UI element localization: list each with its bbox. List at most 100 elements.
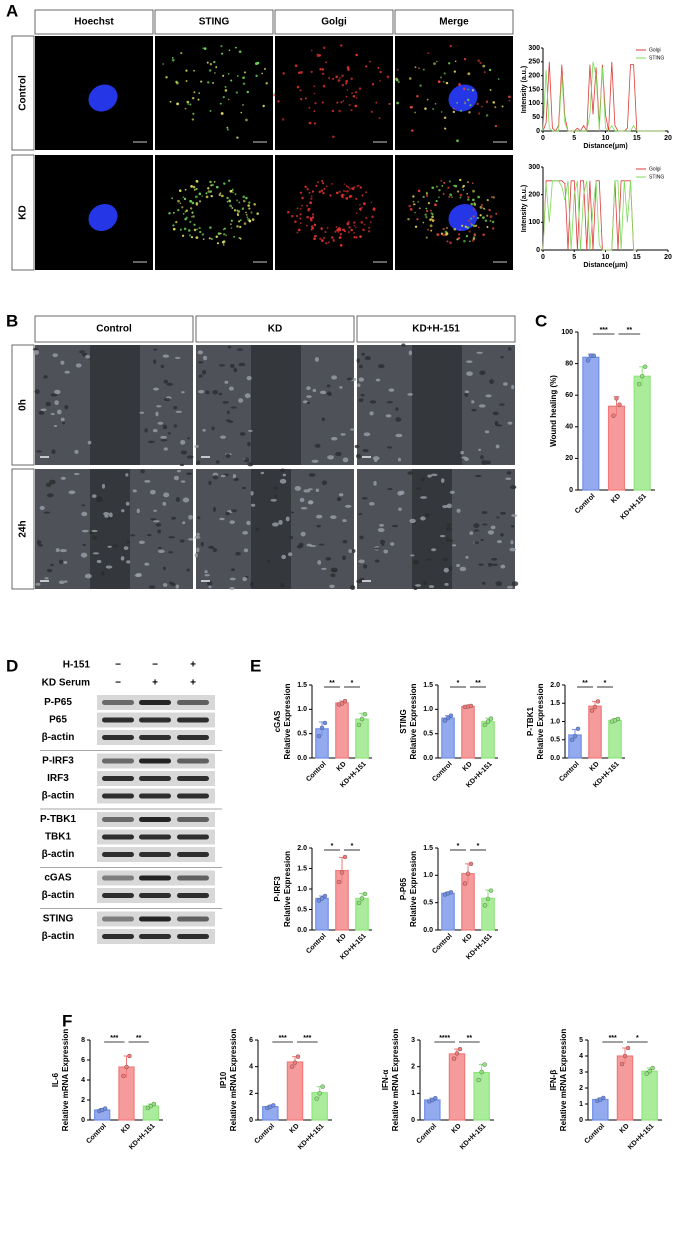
- data-point: [479, 1069, 484, 1075]
- cell: [60, 476, 66, 480]
- cell: [315, 488, 320, 493]
- speckle: [219, 192, 222, 195]
- band: [139, 852, 171, 857]
- speckle: [430, 209, 432, 212]
- band: [139, 875, 171, 881]
- cell: [155, 411, 159, 417]
- wound-gap: [251, 345, 301, 465]
- row-header-box: [11, 154, 35, 271]
- bar: [441, 892, 455, 931]
- speckle: [262, 104, 265, 108]
- cell: [157, 549, 165, 554]
- cell: [452, 544, 457, 547]
- speckle: [424, 213, 427, 216]
- speckle: [429, 224, 433, 228]
- speckle: [482, 64, 486, 68]
- speckle: [482, 216, 485, 219]
- speckle: [353, 236, 356, 239]
- y-tick-label: 1.0: [550, 718, 560, 725]
- speckle: [351, 92, 354, 95]
- speckle: [345, 79, 348, 83]
- speckle: [362, 202, 366, 206]
- cell: [170, 516, 177, 520]
- speckle: [473, 202, 476, 205]
- speckle: [332, 135, 335, 139]
- speckle: [226, 128, 229, 131]
- speckle: [462, 189, 465, 191]
- cell: [242, 486, 246, 490]
- cell: [460, 450, 464, 455]
- data-point: [362, 712, 368, 717]
- cell: [225, 453, 231, 459]
- speckle: [208, 69, 212, 72]
- cell: [466, 360, 473, 364]
- cell: [230, 509, 238, 513]
- band: [102, 776, 134, 781]
- speckle: [449, 241, 452, 245]
- speckle: [417, 189, 421, 193]
- cell: [150, 518, 157, 521]
- cell: [510, 540, 514, 545]
- speckle: [346, 88, 349, 91]
- band: [177, 776, 209, 781]
- row-header: 0h: [18, 399, 29, 411]
- significance-label: ***: [303, 1035, 311, 1042]
- column-header: Control: [96, 324, 132, 335]
- cell: [329, 584, 335, 589]
- speckle: [416, 218, 419, 221]
- y-axis-label: Relative mRNA Expression: [391, 1029, 400, 1132]
- speckle: [474, 225, 477, 228]
- cell: [168, 536, 175, 539]
- speckle: [396, 101, 400, 105]
- speckle: [489, 215, 493, 218]
- column-header: KD: [268, 324, 282, 335]
- cell: [89, 531, 94, 534]
- speckle: [242, 82, 246, 85]
- speckle: [210, 194, 213, 198]
- speckle: [233, 209, 237, 212]
- band: [102, 893, 134, 898]
- speckle: [198, 200, 202, 203]
- significance-label: **: [582, 680, 588, 687]
- speckle: [299, 207, 302, 210]
- cell: [270, 498, 277, 502]
- cell: [166, 382, 174, 386]
- speckle: [242, 104, 244, 106]
- bar: [592, 1098, 609, 1121]
- speckle: [334, 230, 337, 233]
- cell: [198, 374, 203, 378]
- band: [177, 700, 209, 705]
- speckle: [195, 195, 198, 199]
- cell: [64, 370, 70, 374]
- cell: [144, 480, 151, 483]
- speckle: [433, 62, 436, 66]
- cell: [194, 536, 201, 539]
- x-tick-label: KD+H-151: [297, 1123, 326, 1152]
- speckle: [462, 184, 465, 188]
- speckle: [310, 197, 313, 200]
- column-header: KD+H-151: [412, 324, 460, 335]
- data-point: [637, 381, 642, 387]
- speckle: [230, 79, 233, 82]
- cell: [464, 457, 469, 462]
- cell: [290, 511, 294, 514]
- speckle: [211, 183, 215, 187]
- significance-label: *: [477, 843, 480, 850]
- x-axis-label: Distance(μm): [583, 143, 627, 150]
- cell: [373, 547, 381, 550]
- data-point: [595, 699, 601, 704]
- cell: [179, 463, 185, 467]
- cell: [160, 364, 165, 369]
- speckle: [412, 200, 415, 203]
- cell: [228, 386, 234, 391]
- speckle: [202, 238, 205, 240]
- cell: [68, 490, 76, 495]
- cell: [420, 496, 428, 499]
- cell: [473, 541, 480, 545]
- speckle: [471, 223, 474, 227]
- cell: [342, 457, 349, 463]
- band: [139, 735, 171, 740]
- speckle: [407, 218, 410, 221]
- cell: [464, 392, 469, 398]
- speckle: [331, 109, 335, 113]
